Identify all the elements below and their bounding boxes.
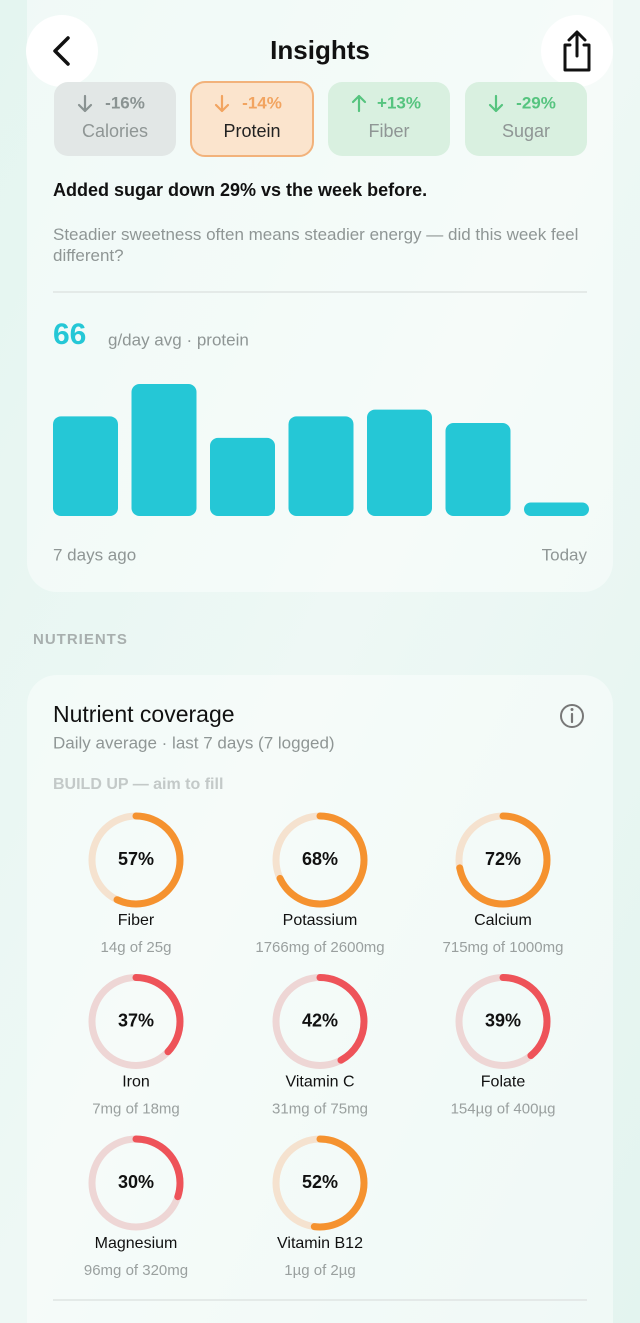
filter-chip[interactable]: -29% Sugar xyxy=(465,82,587,156)
ring-percent: 52% xyxy=(302,1172,338,1192)
bar xyxy=(131,384,197,516)
nutrient-name: Vitamin C xyxy=(285,1074,354,1091)
chip-label: Calories xyxy=(82,121,148,141)
nutrient-name: Folate xyxy=(481,1074,526,1091)
chart-start-label: 7 days ago xyxy=(53,545,136,564)
ring-percent: 42% xyxy=(302,1010,338,1030)
bar xyxy=(524,502,589,516)
ring-percent: 72% xyxy=(485,849,521,869)
chart-end-label: Today xyxy=(542,545,588,564)
back-button-bg[interactable] xyxy=(26,15,98,87)
chip-arrow xyxy=(214,94,230,113)
share-button[interactable] xyxy=(541,15,613,87)
ring-progress xyxy=(272,1135,368,1231)
ring-progress xyxy=(455,974,551,1069)
ring-progress xyxy=(455,812,551,908)
coverage-subtitle: Daily average · last 7 days (7 logged) xyxy=(53,733,335,752)
back-icon[interactable] xyxy=(53,36,70,66)
coverage-title: Nutrient coverage xyxy=(53,701,235,727)
insight-headline: Added sugar down 29% vs the week before. xyxy=(53,180,427,200)
chip-change: -29% xyxy=(516,93,556,112)
nutrient-name: Magnesium xyxy=(95,1235,178,1252)
ring-percent: 57% xyxy=(118,849,154,869)
ring-percent: 39% xyxy=(485,1010,521,1030)
nutrient-name: Iron xyxy=(122,1074,150,1091)
filter-chip[interactable]: -16% Calories xyxy=(54,82,176,156)
ring-progress xyxy=(272,974,368,1069)
ring-progress xyxy=(272,812,368,908)
chip-change: +13% xyxy=(377,93,421,112)
chip-label: Protein xyxy=(223,121,280,141)
nutrient-detail: 96mg of 320mg xyxy=(84,1262,188,1279)
back-button[interactable] xyxy=(26,15,98,87)
chip-label: Fiber xyxy=(368,121,409,141)
ring-percent: 68% xyxy=(302,849,338,869)
info-icon-dot[interactable] xyxy=(570,708,574,711)
bar xyxy=(445,423,511,516)
nutrient-detail: 1µg of 2µg xyxy=(284,1262,356,1279)
filter-chip[interactable]: +13% Fiber xyxy=(328,82,450,156)
chip-change: -16% xyxy=(105,93,145,112)
page-title: Insights xyxy=(270,35,370,65)
protein-average: 66 xyxy=(53,318,86,351)
insight-body-box: Steadier sweetness often means steadier … xyxy=(53,225,579,265)
info-icon[interactable] xyxy=(560,704,584,728)
insight-body: Steadier sweetness often means steadier … xyxy=(53,225,579,265)
bar xyxy=(288,416,354,516)
chip-arrow xyxy=(488,94,504,113)
nutrient-name: Vitamin B12 xyxy=(277,1235,363,1252)
chip-change: -14% xyxy=(242,93,282,112)
bar xyxy=(53,416,118,516)
section-label: NUTRIENTS xyxy=(33,631,128,648)
nutrient-detail: 7mg of 18mg xyxy=(92,1100,180,1117)
info-button[interactable] xyxy=(560,704,584,728)
nutrient-detail: 14g of 25g xyxy=(101,939,172,956)
nutrient-name: Calcium xyxy=(474,912,532,929)
group-label: BUILD UP — aim to fill xyxy=(53,776,223,793)
nutrient-detail: 715mg of 1000mg xyxy=(443,939,564,956)
ring-percent: 30% xyxy=(118,1172,154,1192)
ring-progress xyxy=(88,974,184,1069)
ring-progress xyxy=(88,812,184,908)
bar xyxy=(210,437,275,516)
nutrient-name: Potassium xyxy=(283,912,358,929)
share-icon[interactable] xyxy=(563,30,591,72)
protein-unit: g/day avg · protein xyxy=(108,330,249,349)
nutrient-detail: 154µg of 400µg xyxy=(451,1100,556,1117)
chip-arrow xyxy=(77,94,93,113)
chip-arrow xyxy=(351,94,367,113)
bar xyxy=(367,409,432,516)
chip-label: Sugar xyxy=(502,121,550,141)
nutrient-detail: 31mg of 75mg xyxy=(272,1100,368,1117)
nutrient-name: Fiber xyxy=(118,912,155,929)
ring-percent: 37% xyxy=(118,1010,154,1030)
filter-chip[interactable]: -14% Protein xyxy=(190,81,314,157)
ring-progress xyxy=(88,1135,184,1231)
nutrient-detail: 1766mg of 2600mg xyxy=(255,939,384,956)
